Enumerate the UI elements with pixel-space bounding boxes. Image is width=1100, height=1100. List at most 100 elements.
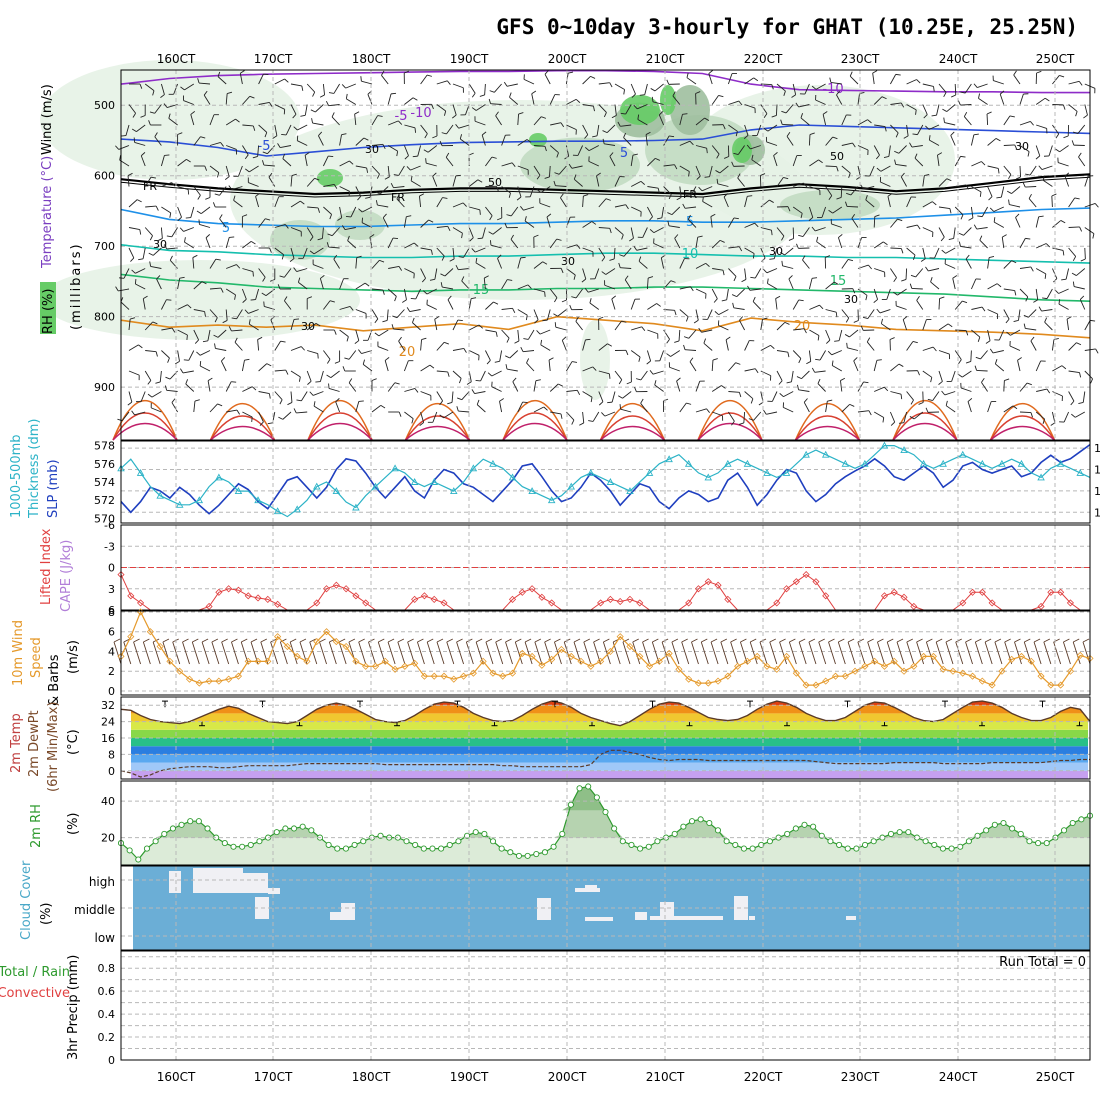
rh2m-tick-label: 20 — [101, 832, 115, 845]
upper-wind-barb — [640, 370, 648, 381]
upper-wind-barb-flag — [951, 94, 956, 98]
surface-wind-barb — [416, 641, 425, 665]
upper-wind-barb — [322, 155, 329, 167]
upper-wind-barb-flag — [1008, 174, 1012, 180]
upper-wind-barb-flag — [585, 338, 591, 341]
rh-contour-label: 30 — [561, 255, 575, 268]
upper-wind-barb — [242, 124, 254, 127]
upper-wind-barb-flag — [846, 192, 852, 196]
upper-wind-barb-flag — [589, 298, 592, 304]
upper-wind-barb — [533, 165, 541, 176]
upper-wind-barb — [436, 80, 448, 85]
upper-wind-barb-flag — [393, 174, 399, 176]
upper-wind-barb-flag — [731, 420, 735, 426]
upper-wind-barb-flag — [346, 336, 349, 342]
upper-wind-barb-flag — [977, 215, 983, 218]
wind-speed-marker — [1008, 655, 1016, 663]
upper-wind-barb — [1029, 165, 1037, 176]
upper-wind-barb-flag — [910, 399, 914, 405]
upper-wind-barb — [647, 186, 659, 189]
upper-wind-barb — [785, 104, 794, 114]
upper-wind-barb-flag — [791, 94, 796, 98]
upper-wind-barb — [258, 411, 264, 423]
upper-wind-barb — [248, 309, 259, 314]
upper-wind-barb-flag — [489, 240, 492, 246]
wind-speed-marker — [352, 657, 360, 665]
upper-wind-barb-flag — [202, 340, 208, 343]
upper-wind-barb — [523, 78, 535, 85]
upper-wind-barb — [938, 350, 950, 355]
wind-speed-marker — [567, 652, 575, 660]
upper-wind-barb-flag — [609, 228, 612, 234]
wind-speed-marker — [557, 645, 566, 654]
upper-wind-barb-flag — [669, 135, 675, 138]
cloud-bar — [660, 902, 674, 920]
rh-shade-blob — [270, 220, 330, 260]
upper-wind-barb — [798, 104, 810, 108]
upper-wind-barb-flag — [431, 104, 434, 110]
upper-wind-barb-flag — [666, 338, 670, 344]
upper-wind-barb-flag — [915, 109, 917, 115]
upper-wind-barb — [954, 350, 962, 360]
upper-wind-barb — [647, 158, 656, 167]
upper-wind-barb-flag — [977, 336, 981, 342]
surface-wind-barb-flag — [984, 638, 992, 643]
upper-wind-barb — [971, 186, 982, 193]
upper-wind-barb — [173, 83, 179, 95]
bottom-x-label: 230CT — [841, 1070, 880, 1084]
upper-wind-barb — [1076, 268, 1086, 276]
upper-wind-barb-flag — [457, 397, 462, 401]
upper-wind-barb-flag — [1026, 382, 1032, 386]
bottom-x-label: 250CT — [1036, 1070, 1075, 1084]
upper-wind-barb-flag — [1083, 114, 1088, 119]
upper-wind-barb-flag — [1076, 342, 1082, 346]
upper-wind-barb — [922, 227, 934, 233]
cloud-bar — [537, 898, 551, 920]
wind-speed-marker — [773, 665, 781, 673]
upper-wind-barb — [328, 246, 340, 249]
wind-speed-marker — [244, 657, 252, 665]
upper-wind-barb — [199, 350, 211, 356]
upper-wind-barb — [718, 324, 729, 331]
upper-wind-barb — [328, 388, 340, 392]
upper-wind-barb-flag — [179, 276, 185, 279]
lifted-index-marker — [802, 571, 810, 579]
upper-wind-barb — [509, 96, 519, 105]
upper-wind-barb — [452, 83, 464, 89]
upper-wind-barb-flag — [902, 316, 908, 320]
upper-wind-barb-flag — [979, 235, 983, 241]
rh2m-marker — [576, 785, 583, 792]
upper-wind-barb — [1068, 226, 1080, 228]
upper-wind-barb — [637, 104, 648, 110]
upper-wind-barb — [490, 103, 502, 105]
wind-speed-marker — [949, 667, 957, 675]
upper-wind-barb-flag — [668, 194, 672, 200]
upper-wind-barb — [873, 360, 878, 372]
upper-wind-barb-flag — [894, 150, 900, 154]
surface-wind-barb — [818, 641, 827, 665]
upper-wind-barb — [802, 227, 810, 237]
upper-wind-barb-flag — [639, 94, 645, 96]
upper-wind-barb-flag — [867, 119, 872, 124]
upper-wind-barb-flag — [798, 299, 804, 302]
surface-wind-barb-flag — [182, 638, 189, 643]
warm-isotherm-arc — [697, 422, 763, 441]
upper-wind-barb — [571, 165, 583, 169]
upper-wind-barb-flag — [261, 292, 267, 297]
upper-wind-barb-flag — [598, 316, 604, 320]
upper-wind-barb — [630, 299, 636, 310]
upper-wind-barb-flag — [441, 132, 447, 135]
upper-wind-barb-flag — [252, 125, 256, 131]
upper-wind-barb — [1003, 380, 1005, 392]
upper-wind-barb — [274, 340, 282, 351]
upper-wind-barb — [555, 185, 567, 187]
upper-wind-barb-flag — [132, 113, 137, 118]
surface-wind-barb — [260, 641, 269, 665]
upper-wind-barb — [808, 134, 811, 146]
upper-wind-barb — [1003, 144, 1015, 146]
surface-wind-barb — [387, 641, 396, 665]
upper-wind-barb-flag — [298, 376, 301, 382]
precip-frame — [120, 950, 1091, 1061]
wind-speed-marker — [332, 638, 340, 646]
upper-wind-barb-flag — [1061, 278, 1067, 281]
